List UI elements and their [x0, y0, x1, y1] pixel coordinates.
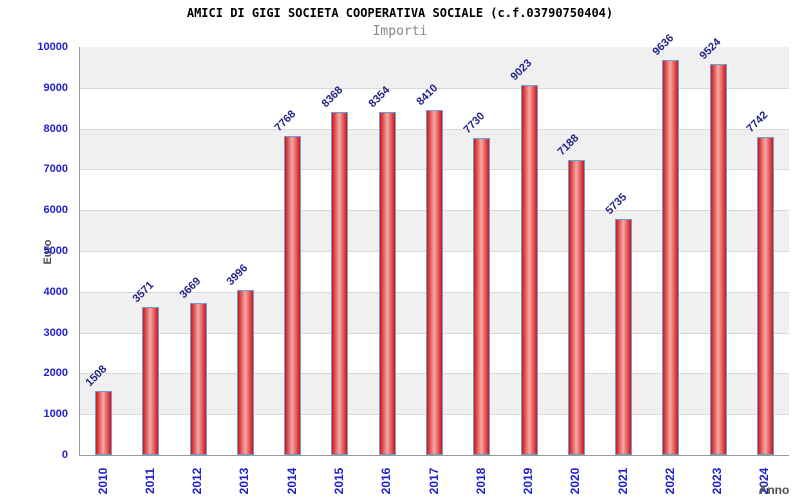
- x-tick-label: 2010: [95, 467, 110, 495]
- bar-2012: [189, 303, 207, 455]
- bar-2015: [331, 112, 349, 455]
- y-tick-label: 5000: [43, 245, 68, 257]
- bar-2011: [142, 307, 160, 455]
- y-tick-label: 8000: [43, 122, 68, 135]
- x-tick-label: 2019: [521, 467, 536, 495]
- y-tick-label: 6000: [43, 204, 68, 217]
- bar-2023: [709, 64, 727, 455]
- y-tick-label: 0: [61, 449, 68, 461]
- bar-2016: [378, 112, 396, 455]
- y-tick-label: 10000: [37, 41, 68, 53]
- x-tick-label: 2021: [615, 467, 630, 495]
- x-tick-label: 2017: [426, 467, 441, 495]
- plot-area: 1508 3571 3669 3996 7768 8368 8354 8410 7730 9023…: [79, 32, 789, 456]
- x-tick-label: 2014: [284, 467, 299, 495]
- bar-2010: [95, 391, 113, 455]
- bar-2013: [236, 290, 254, 455]
- x-tick-label: 2022: [662, 467, 677, 495]
- bar-2024: [756, 137, 774, 455]
- x-axis-title: Anno: [758, 483, 790, 497]
- gridline: [80, 87, 789, 89]
- chart-subtitle: Importi: [372, 24, 428, 39]
- x-tick-label: 2013: [237, 467, 252, 495]
- x-tick-label: 2020: [568, 467, 583, 495]
- y-tick-label: 9000: [43, 81, 68, 94]
- x-tick-label: 2018: [473, 467, 488, 495]
- y-tick-label: 4000: [43, 285, 68, 298]
- x-tick-label: 2023: [710, 467, 725, 495]
- bar-2019: [520, 85, 538, 455]
- bar-2022: [662, 60, 680, 455]
- bar-2020: [567, 160, 585, 455]
- bar-2018: [473, 138, 491, 455]
- bar-2021: [615, 219, 633, 455]
- background-band: [80, 47, 789, 88]
- y-tick-label: 3000: [43, 326, 68, 339]
- y-tick-label: 1000: [43, 408, 68, 421]
- y-tick-label: 7000: [43, 163, 68, 176]
- chart-title: AMICI DI GIGI SOCIETA COOPERATIVA SOCIAL…: [186, 6, 614, 20]
- bar-2017: [426, 110, 443, 455]
- x-tick-label: 2016: [379, 467, 394, 495]
- x-tick-label: 2011: [142, 467, 157, 495]
- x-tick-label: 2015: [331, 467, 346, 495]
- y-tick-label: 2000: [43, 367, 68, 380]
- x-tick-label: 2012: [190, 467, 205, 495]
- bar-2014: [284, 136, 302, 455]
